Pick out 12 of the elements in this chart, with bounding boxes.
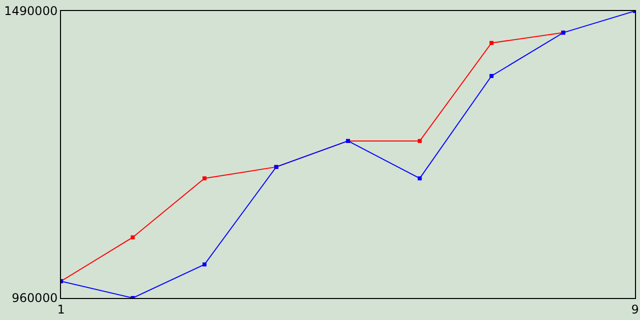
point [202,262,206,266]
point [418,176,422,180]
point [418,138,422,143]
x-tick-label: 9 [631,302,639,316]
point [490,40,494,45]
point [202,176,206,180]
point [490,74,494,78]
x-tick-label: 1 [57,302,65,316]
y-tick-label: 1490000 [4,4,58,18]
point [130,235,135,240]
line-series [61,11,635,298]
y-tick-label: 960000 [12,291,58,306]
